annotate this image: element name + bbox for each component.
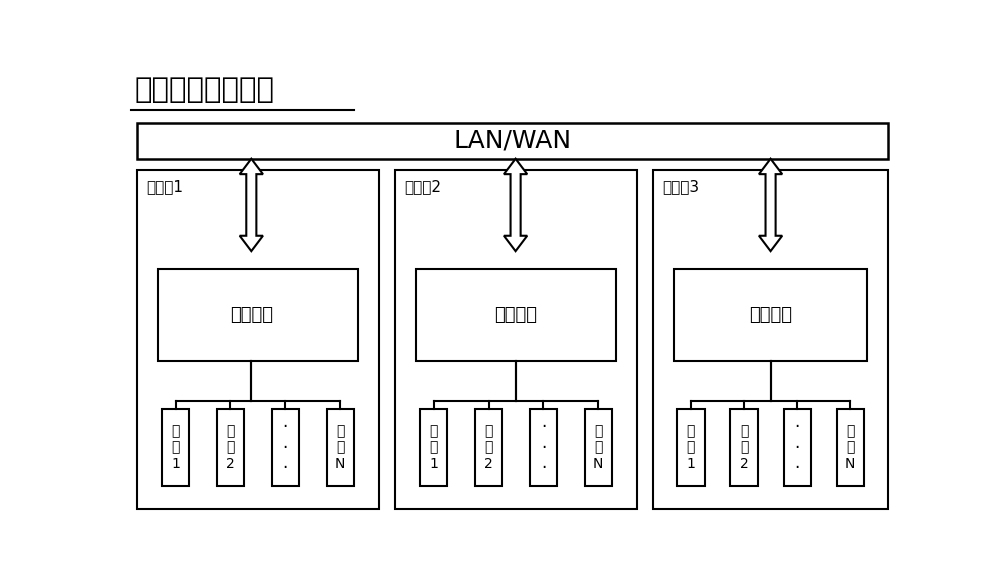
Text: 交换节点: 交换节点 [749,306,792,324]
Polygon shape [759,159,782,251]
Text: 节点组1: 节点组1 [146,180,183,195]
Text: LAN/WAN: LAN/WAN [453,129,572,153]
Text: ·
·
·: · · · [283,418,288,477]
Bar [530,409,557,486]
Bar [585,409,612,486]
Text: 节
点
2: 节 点 2 [226,424,235,471]
Text: 分布式数据库系统: 分布式数据库系统 [134,77,274,104]
Bar [158,269,358,362]
Bar [217,409,244,486]
Bar [784,409,811,486]
Text: 节
点
N: 节 点 N [335,424,345,471]
Text: 节点组3: 节点组3 [662,180,699,195]
Bar [674,269,867,362]
Bar [677,409,705,486]
Text: 交换节点: 交换节点 [230,306,273,324]
Bar [137,170,379,509]
Text: 节
点
N: 节 点 N [593,424,603,471]
Text: 交换节点: 交换节点 [494,306,537,324]
Bar [420,409,447,486]
Polygon shape [240,159,263,251]
Polygon shape [504,159,527,251]
Bar [416,269,616,362]
Text: 节点组2: 节点组2 [404,180,441,195]
Text: ·
·
·: · · · [541,418,546,477]
Text: 节
点
1: 节 点 1 [171,424,180,471]
Bar [272,409,299,486]
Bar [395,170,637,509]
Bar [162,409,189,486]
Bar [137,123,888,159]
Text: 节
点
1: 节 点 1 [687,424,695,471]
Text: 节
点
1: 节 点 1 [429,424,438,471]
Bar [327,409,354,486]
Text: ·
·
·: · · · [794,418,800,477]
Bar [653,170,888,509]
Text: 节
点
2: 节 点 2 [740,424,748,471]
Bar [837,409,864,486]
Text: 节
点
N: 节 点 N [845,424,855,471]
Text: 节
点
2: 节 点 2 [484,424,493,471]
Bar [475,409,502,486]
Bar [730,409,758,486]
